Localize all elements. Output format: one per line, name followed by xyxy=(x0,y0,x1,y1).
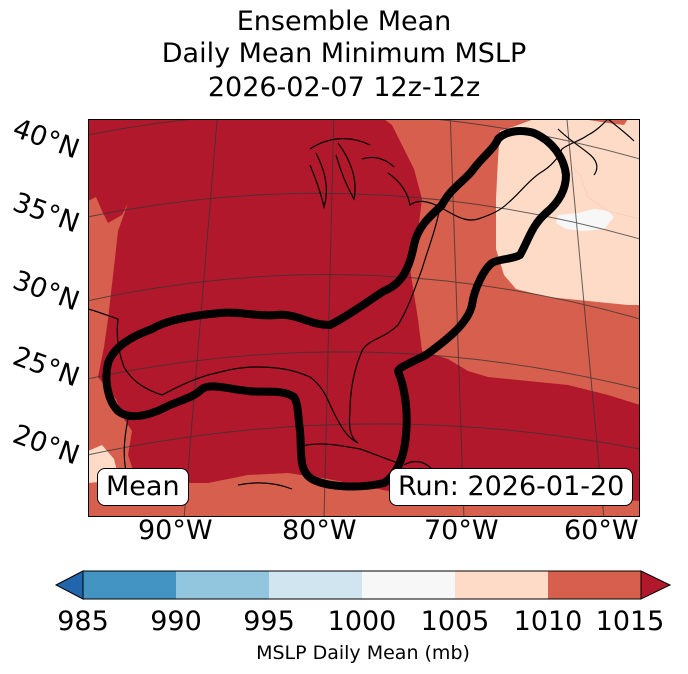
colorbar-tick-1000: 1000 xyxy=(327,606,397,637)
colorbar xyxy=(54,570,673,606)
pressure-field-south-1005-1010 xyxy=(88,473,640,517)
colorbar-bin-985-990 xyxy=(83,571,176,599)
colorbar-label: MSLP Daily Mean (mb) xyxy=(256,642,470,664)
lon-label-90w: 90°W xyxy=(138,515,213,546)
colorbar-bin-1005-1010 xyxy=(455,571,548,599)
lat-label-40n: 40°N xyxy=(8,112,84,166)
pressure-contour xyxy=(102,127,570,491)
title-line-3: 2026-02-07 12z-12z xyxy=(207,72,481,103)
pressure-field-northeast-1000-1005 xyxy=(500,119,640,219)
mean-label-box: Mean xyxy=(97,468,189,506)
colorbar-over-arrow xyxy=(640,570,672,600)
lat-label-30n: 30°N xyxy=(8,264,84,318)
pressure-map xyxy=(88,119,640,517)
colorbar-tick-1005: 1005 xyxy=(420,606,490,637)
colorbar-bin-990-995 xyxy=(176,571,269,599)
colorbar-bin-1010-1015 xyxy=(548,571,641,599)
colorbar-tick-985: 985 xyxy=(57,606,109,637)
colorbar-under-arrow xyxy=(54,570,84,600)
graticule xyxy=(88,119,640,517)
colorbar-tick-1015: 1015 xyxy=(595,606,665,637)
colorbar-tick-995: 995 xyxy=(243,606,295,637)
lat-label-20n: 20°N xyxy=(8,418,84,472)
lon-label-70w: 70°W xyxy=(424,515,499,546)
run-date-box: Run: 2026-01-20 xyxy=(389,468,634,506)
title-line-2: Daily Mean Minimum MSLP xyxy=(161,38,527,69)
lat-label-35n: 35°N xyxy=(8,186,84,240)
lat-label-25n: 25°N xyxy=(8,340,84,394)
colorbar-tick-990: 990 xyxy=(150,606,202,637)
colorbar-tick-1010: 1010 xyxy=(513,606,583,637)
pressure-field-995-1000 xyxy=(556,209,614,231)
pressure-field-west-1005-1010 xyxy=(88,197,134,483)
lon-label-80w: 80°W xyxy=(282,515,357,546)
colorbar-bin-995-1000 xyxy=(269,571,362,599)
map-panel xyxy=(88,119,640,517)
colorbar-bin-1000-1005 xyxy=(362,571,455,599)
title-line-1: Ensemble Mean xyxy=(236,6,452,37)
lon-label-60w: 60°W xyxy=(564,515,639,546)
